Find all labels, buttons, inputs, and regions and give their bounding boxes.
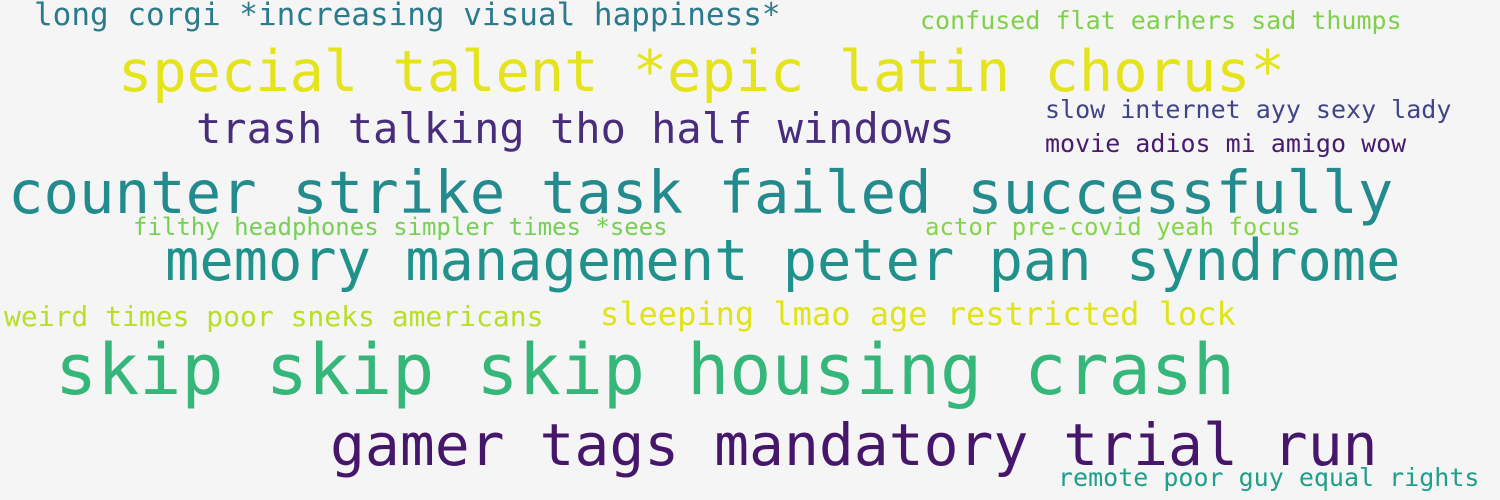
word-phrase: counter strike task failed successfully bbox=[8, 158, 1394, 227]
word-phrase: weird times poor sneks americans bbox=[4, 300, 544, 333]
word-phrase: memory management peter pan syndrome bbox=[165, 228, 1401, 294]
word-phrase: skip skip skip housing crash bbox=[55, 329, 1236, 411]
word-phrase: trash talking tho half windows bbox=[196, 104, 955, 153]
word-phrase: gamer tags mandatory trial run bbox=[330, 411, 1378, 479]
word-phrase: long corgi *increasing visual happiness* bbox=[34, 0, 781, 33]
word-phrase: remote poor guy equal rights bbox=[1058, 463, 1480, 492]
word-phrase: sleeping lmao age restricted lock bbox=[600, 295, 1236, 333]
word-phrase: confused flat earhers sad thumps bbox=[920, 6, 1402, 35]
word-phrase: slow internet ayy sexy lady bbox=[1045, 95, 1452, 124]
word-phrase: actor pre-covid yeah focus bbox=[925, 213, 1301, 241]
word-phrase: special talent *epic latin chorus* bbox=[118, 39, 1285, 105]
word-phrase: movie adios mi amigo wow bbox=[1045, 129, 1407, 158]
word-phrase: filthy headphones simpler times *sees bbox=[133, 213, 668, 241]
